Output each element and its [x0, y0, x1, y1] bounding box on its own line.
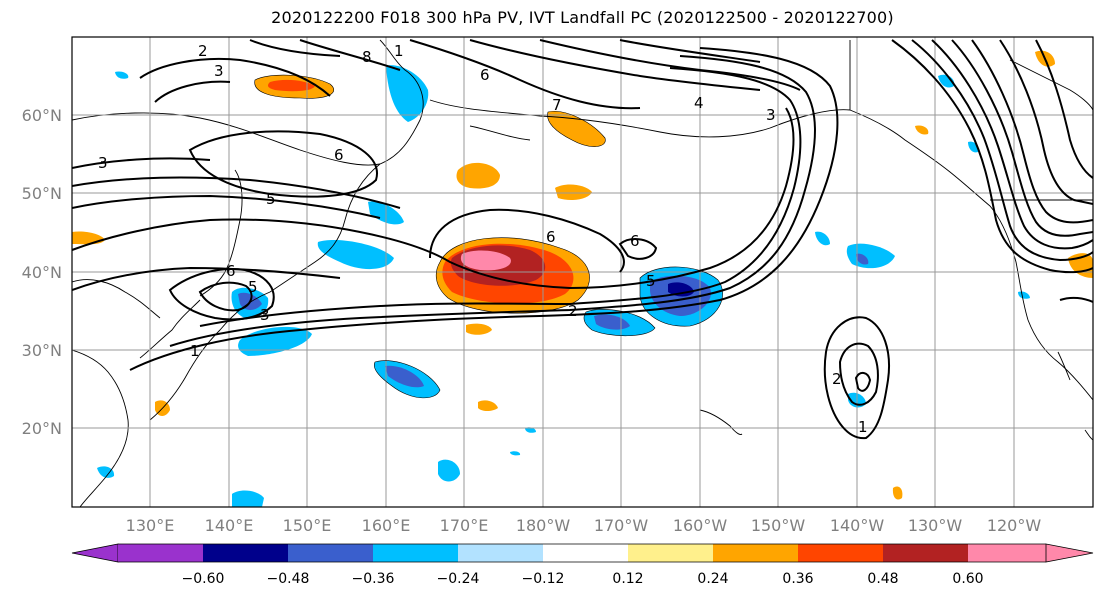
- colorbar-segment: [288, 544, 373, 562]
- colorbar-tick-label: −0.24: [437, 571, 480, 587]
- colorbar-segment: [798, 544, 883, 562]
- lon-label: 140°E: [205, 516, 254, 535]
- lon-label: 130°E: [126, 516, 175, 535]
- contour-label: 6: [630, 232, 640, 250]
- colorbar-extend-low: [71, 543, 119, 563]
- lon-label: 170°E: [440, 516, 489, 535]
- contour-label: 1: [190, 342, 200, 360]
- colorbar-segment: [373, 544, 458, 562]
- contour-label: 6: [546, 228, 556, 246]
- longitude-labels: 130°E 140°E 150°E 160°E 170°E 180°W 170°…: [126, 516, 1042, 535]
- contour-label: 2: [568, 302, 578, 320]
- lat-label: 20°N: [22, 419, 62, 438]
- colorbar-segment: [883, 544, 968, 562]
- contour-label: 3: [766, 106, 776, 124]
- shading-outlines: [254, 74, 723, 399]
- contour-labels: 2 3 8 1 6 6 4 7 3 6 5 6 6 5 2 5 3 1 2 1 …: [98, 42, 868, 436]
- contour-label: 5: [266, 190, 276, 208]
- colorbar-segment: [543, 544, 628, 562]
- colorbar-segment: [968, 544, 1046, 562]
- coastlines: [72, 39, 1093, 507]
- colorbar-segment: [628, 544, 713, 562]
- lat-label: 50°N: [22, 184, 62, 203]
- contour-label: 1: [858, 418, 868, 436]
- contour-label: 2: [198, 42, 208, 60]
- colorbar-tick-label: 0.60: [952, 571, 983, 587]
- ivt-contours: [72, 39, 1093, 440]
- map-frame: [71, 36, 1094, 508]
- colorbar-tick-label: −0.60: [182, 571, 225, 587]
- map-gridlines: [72, 37, 1093, 507]
- contour-label: 3: [260, 306, 270, 324]
- contour-label: 2: [832, 370, 842, 388]
- contour-label: 3: [214, 62, 224, 80]
- contour-label: 1: [394, 42, 404, 60]
- contour-label: 5: [248, 278, 258, 296]
- pv-positive-shading: [72, 50, 1093, 500]
- lat-label: 30°N: [22, 341, 62, 360]
- lon-label: 150°E: [283, 516, 332, 535]
- colorbar-segment: [713, 544, 798, 562]
- colorbar: −0.60 −0.48 −0.36 −0.24 −0.12 0.12 0.24 …: [71, 543, 1094, 587]
- colorbar-tick-label: −0.36: [352, 571, 395, 587]
- colorbar-segment: [118, 544, 203, 562]
- map-title: 2020122200 F018 300 hPa PV, IVT Landfall…: [271, 8, 894, 27]
- contour-label: 5: [646, 272, 656, 290]
- colorbar-tick-label: 0.36: [782, 571, 813, 587]
- lon-label: 170°W: [594, 516, 649, 535]
- lat-label: 40°N: [22, 263, 62, 282]
- colorbar-tick-label: −0.48: [267, 571, 310, 587]
- lon-label: 140°W: [830, 516, 885, 535]
- lon-label: 120°W: [987, 516, 1042, 535]
- contour-label: 3: [98, 154, 108, 172]
- contour-label: 6: [480, 66, 490, 84]
- lon-label: 150°W: [751, 516, 806, 535]
- lon-label: 160°W: [673, 516, 728, 535]
- colorbar-segment: [458, 544, 543, 562]
- lon-label: 180°W: [516, 516, 571, 535]
- contour-label: 6: [226, 262, 236, 280]
- colorbar-tick-label: 0.24: [697, 571, 728, 587]
- contour-label: 7: [552, 96, 562, 114]
- contour-label: 6: [334, 146, 344, 164]
- lat-label: 60°N: [22, 106, 62, 125]
- colorbar-segment: [203, 544, 288, 562]
- contour-label: 4: [694, 94, 704, 112]
- latitude-labels: 60°N 50°N 40°N 30°N 20°N: [22, 106, 62, 438]
- colorbar-tick-label: 0.12: [612, 571, 643, 587]
- contour-label: 8: [362, 48, 372, 66]
- colorbar-extend-high: [1045, 543, 1094, 563]
- lon-label: 160°E: [362, 516, 411, 535]
- colorbar-tick-label: 0.48: [867, 571, 898, 587]
- colorbar-tick-label: −0.12: [522, 571, 565, 587]
- lon-label: 130°W: [908, 516, 963, 535]
